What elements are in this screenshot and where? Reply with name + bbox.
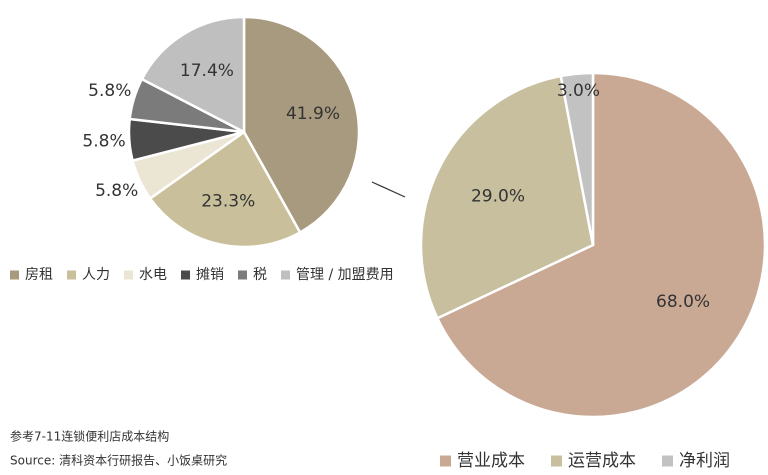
- data-label: 3.0%: [557, 81, 600, 101]
- data-label: 5.8%: [88, 81, 131, 101]
- pie-slice: [148, 130, 302, 249]
- legend-label: 摊销: [196, 267, 224, 283]
- legend-swatch: [551, 455, 562, 467]
- footnote: Source: 清科资本行研报告、小饭桌研究: [10, 453, 227, 468]
- data-label: 17.4%: [180, 61, 234, 81]
- pie-slice: [140, 15, 246, 135]
- data-label: 23.3%: [201, 192, 255, 212]
- legend-label: 运营成本: [568, 451, 636, 471]
- legend-label: 净利润: [679, 451, 730, 471]
- legend-label: 房租: [25, 267, 53, 283]
- data-label: 5.8%: [82, 132, 125, 152]
- data-label: 68.0%: [656, 292, 710, 312]
- data-label: 29.0%: [471, 187, 525, 207]
- legend-label: 管理 / 加盟费用: [296, 267, 394, 283]
- data-label: 5.8%: [95, 181, 138, 201]
- connector-line: [371, 181, 406, 198]
- pie-slice: [419, 74, 595, 320]
- legend-swatch: [10, 270, 19, 280]
- legend-label: 营业成本: [457, 451, 525, 471]
- pie-slice: [242, 15, 361, 235]
- legend-swatch: [181, 270, 190, 280]
- footnote: 参考7-11连锁便利店成本结构: [10, 429, 169, 444]
- legend-label: 人力: [82, 267, 110, 283]
- pie-slice: [435, 71, 767, 419]
- pie-slice: [559, 71, 595, 246]
- legend-swatch: [67, 270, 76, 280]
- legend-swatch: [440, 455, 451, 467]
- legend-label: 税: [253, 267, 267, 283]
- legend-label: 水电: [139, 267, 167, 283]
- legend-swatch: [238, 270, 247, 280]
- legend-swatch: [662, 455, 673, 467]
- legend-swatch: [281, 270, 290, 280]
- legend-swatch: [124, 270, 133, 280]
- data-label: 41.9%: [286, 104, 340, 124]
